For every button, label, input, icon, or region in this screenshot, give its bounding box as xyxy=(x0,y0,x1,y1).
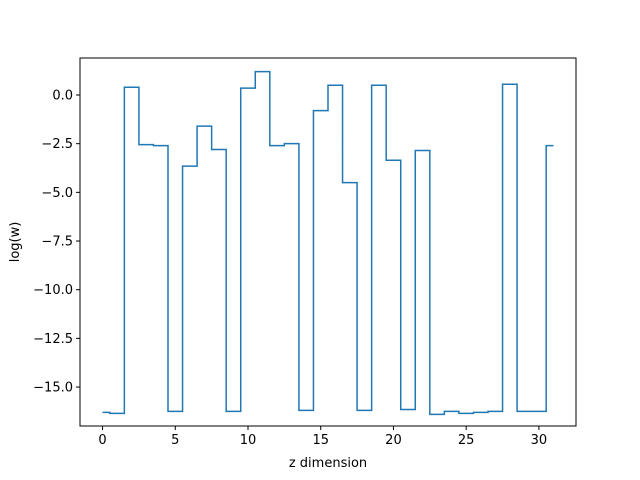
y-tick-label: −2.5 xyxy=(41,137,73,152)
x-tick-label: 10 xyxy=(240,433,257,448)
x-axis-label: z dimension xyxy=(289,456,367,471)
series-layer xyxy=(102,70,554,416)
plot-area xyxy=(80,58,576,426)
y-tick-label: −12.5 xyxy=(33,332,73,347)
y-tick-label: −10.0 xyxy=(33,283,73,298)
x-tick-label: 15 xyxy=(312,433,329,448)
plot-frame xyxy=(79,57,577,427)
x-tick-label: 20 xyxy=(385,433,402,448)
y-tick-label: −7.5 xyxy=(41,235,73,250)
x-tick-label: 30 xyxy=(531,433,548,448)
x-axis-ticks: 0 5 10 15 20 25 30 xyxy=(98,426,547,448)
y-axis-label: log(w) xyxy=(8,222,23,263)
y-axis-ticks: 0.0 −2.5 −5.0 −7.5 −10.0 −12.5 −15.0 xyxy=(33,88,80,396)
y-tick-label: −5.0 xyxy=(41,186,73,201)
y-tick-label: 0.0 xyxy=(52,88,73,103)
series-line-0 xyxy=(102,70,554,416)
y-tick-label: −15.0 xyxy=(33,381,73,396)
x-tick-label: 5 xyxy=(171,433,179,448)
x-tick-label: 25 xyxy=(458,433,475,448)
axes-layer xyxy=(79,57,577,427)
x-tick-label: 0 xyxy=(98,433,106,448)
